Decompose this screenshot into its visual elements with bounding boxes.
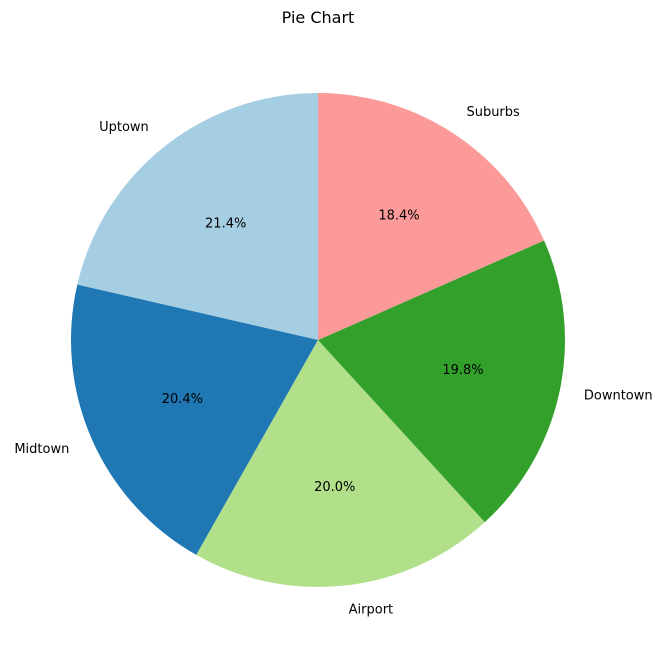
pie-label-suburbs: Suburbs	[466, 105, 520, 120]
pie-label-uptown: Uptown	[99, 120, 149, 135]
pie-pct-label-downtown: 19.8%	[442, 363, 483, 378]
pie-slice-midtown	[71, 284, 318, 555]
pie-pct-label-airport: 20.0%	[314, 480, 355, 495]
pie-label-airport: Airport	[349, 602, 394, 617]
pie-slice-airport	[196, 340, 485, 587]
chart-title: Pie Chart	[282, 8, 355, 27]
pie-slice-downtown	[318, 240, 565, 523]
pie-pct-label-uptown: 21.4%	[205, 217, 246, 232]
pie-labels: 21.4% Uptown 20.4% Midtown 20.0% Airport 19.8%…	[14, 105, 652, 618]
pie-pct-label-suburbs: 18.4%	[378, 208, 419, 223]
pie-slices	[71, 93, 565, 587]
pie-label-downtown: Downtown	[584, 388, 653, 403]
pie-slice-uptown	[77, 93, 318, 340]
pie-label-midtown: Midtown	[14, 442, 69, 457]
pie-slice-suburbs	[318, 93, 545, 340]
pie-pct-label-midtown: 20.4%	[162, 392, 203, 407]
